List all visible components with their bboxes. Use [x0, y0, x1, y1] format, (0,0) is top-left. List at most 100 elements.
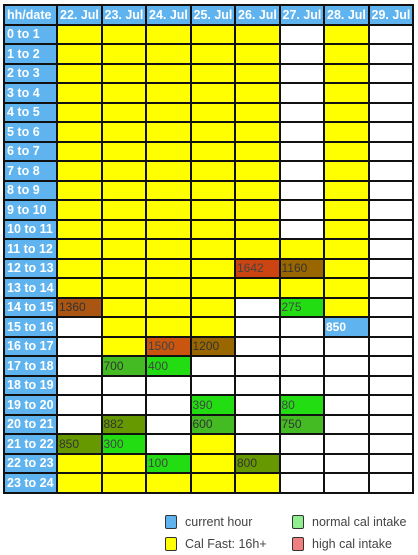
hour-cell: [145, 199, 192, 221]
hour-cell: [56, 316, 103, 338]
hour-cell: [323, 238, 370, 260]
hour-label: 19 to 20: [3, 394, 58, 416]
hour-cell: [234, 394, 281, 416]
hour-cell: [145, 316, 192, 338]
hour-cell: [367, 394, 414, 416]
hour-cell: [56, 277, 103, 299]
hour-cell: [189, 257, 236, 279]
legend: current hour normal cal intake Cal Fast:…: [165, 512, 415, 554]
hour-cell: [323, 394, 370, 416]
hour-cell: [100, 179, 147, 201]
hour-cell: [234, 140, 281, 162]
hour-cell: [234, 277, 281, 299]
hour-cell: [100, 218, 147, 240]
hour-cell: 300: [100, 433, 147, 455]
legend-label: normal cal intake: [312, 515, 407, 529]
hour-cell: [189, 316, 236, 338]
hour-cell: [56, 472, 103, 494]
legend-current-hour: current hour: [165, 512, 252, 532]
hour-cell: [189, 296, 236, 318]
legend-high-cal: high cal intake: [292, 534, 392, 554]
hour-cell: [189, 179, 236, 201]
hour-cell: [56, 374, 103, 396]
hour-cell: [189, 218, 236, 240]
cal-fast-swatch: [165, 537, 177, 551]
hour-cell: [367, 101, 414, 123]
hour-cell: [234, 413, 281, 435]
hour-cell: [100, 257, 147, 279]
hour-cell: [367, 140, 414, 162]
hour-cell: [234, 23, 281, 45]
hour-cell: [100, 199, 147, 221]
hour-cell: [278, 316, 325, 338]
hour-cell: [278, 335, 325, 357]
hour-cell: [100, 101, 147, 123]
hour-cell: [145, 238, 192, 260]
hour-cell: [56, 355, 103, 377]
current-hour-swatch: [165, 515, 177, 529]
calorie-schedule-table: hh/date 22. Jul 23. Jul 24. Jul 25. Jul 26. …: [3, 4, 414, 494]
hour-cell: [189, 23, 236, 45]
hour-cell: [367, 62, 414, 84]
hour-cell: 800: [234, 452, 281, 474]
hour-cell: 850: [56, 433, 103, 455]
hour-cell: [367, 452, 414, 474]
hour-cell: [189, 62, 236, 84]
hour-cell: [278, 101, 325, 123]
hour-cell: [100, 316, 147, 338]
hour-cell: [278, 43, 325, 65]
hour-cell: [323, 62, 370, 84]
table-row: 21 to 22 850 300: [3, 433, 414, 455]
hour-cell: [100, 277, 147, 299]
hour-cell: [278, 140, 325, 162]
hour-cell: [367, 218, 414, 240]
hour-cell: [278, 355, 325, 377]
hour-cell: [145, 277, 192, 299]
hour-cell: [367, 257, 414, 279]
hour-cell: [100, 452, 147, 474]
hour-cell: 700: [100, 355, 147, 377]
hour-cell: [234, 296, 281, 318]
hour-label: 10 to 11: [3, 218, 58, 240]
hour-label: 14 to 15: [3, 296, 58, 318]
hour-cell: [234, 355, 281, 377]
hour-cell: [145, 101, 192, 123]
hour-cell: [145, 257, 192, 279]
hour-cell: [278, 433, 325, 455]
hour-cell: [367, 121, 414, 143]
hour-label: 15 to 16: [3, 316, 58, 338]
hour-cell: [234, 82, 281, 104]
hour-label: 4 to 5: [3, 101, 58, 123]
hour-cell: [145, 433, 192, 455]
hour-cell: [56, 179, 103, 201]
hour-cell: [323, 218, 370, 240]
hour-cell: [234, 160, 281, 182]
hour-cell: 80: [278, 394, 325, 416]
legend-normal-cal: normal cal intake: [292, 512, 407, 532]
hour-label: 9 to 10: [3, 199, 58, 221]
hour-cell: [278, 179, 325, 201]
table-row: 12 to 13 1642 1160: [3, 257, 414, 279]
hour-cell: [189, 43, 236, 65]
hour-cell: [189, 433, 236, 455]
hour-cell: [100, 43, 147, 65]
hour-cell: [234, 238, 281, 260]
hour-label: 20 to 21: [3, 413, 58, 435]
hour-cell: [234, 335, 281, 357]
hour-cell: [234, 433, 281, 455]
hour-cell: [367, 43, 414, 65]
table-row: 10 to 11: [3, 218, 414, 240]
hour-label: 3 to 4: [3, 82, 58, 104]
hour-cell: [234, 374, 281, 396]
hour-cell: [367, 472, 414, 494]
hour-cell: 1642: [234, 257, 281, 279]
hour-cell: [189, 452, 236, 474]
hour-cell: [100, 62, 147, 84]
hour-cell: [367, 199, 414, 221]
hour-cell: [189, 160, 236, 182]
hour-cell: [100, 160, 147, 182]
table-row: 18 to 19: [3, 374, 414, 396]
hour-cell: [56, 160, 103, 182]
hour-cell: [367, 160, 414, 182]
hour-cell: [145, 23, 192, 45]
